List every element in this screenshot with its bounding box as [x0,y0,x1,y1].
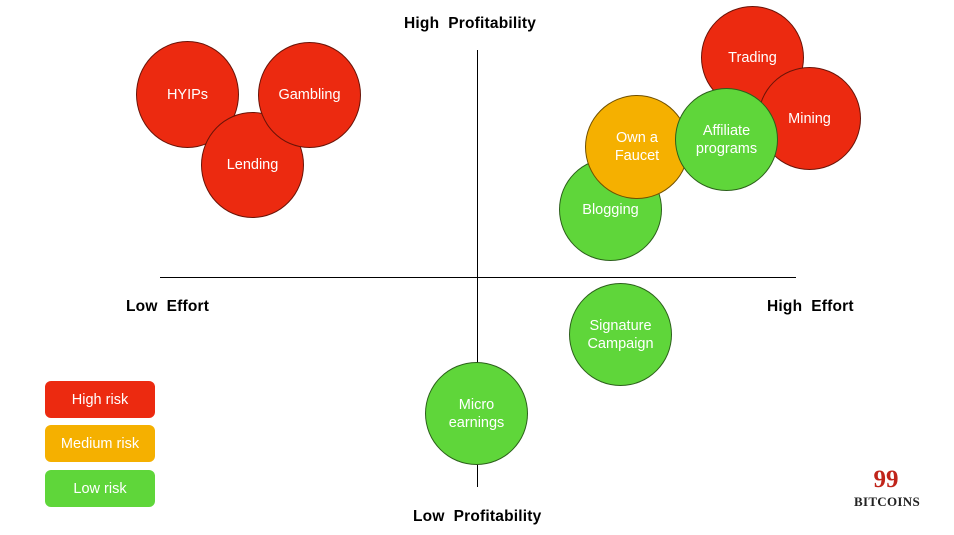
bubble-mining: Mining [758,67,861,170]
bubble-label: Gambling [278,87,341,103]
bubble-label: Lending [226,157,279,173]
bubble-micro-earnings: Micro earnings [425,362,528,465]
axis-label-high-effort: High Effort [767,298,854,315]
axis-label-low-profitability: Low Profitability [413,508,542,525]
legend-item-high-risk: High risk [45,381,155,418]
profitability-axis [477,50,478,487]
bubble-affiliate-programs: Affiliate programs [675,88,778,191]
bubble-label: Own a Faucet [614,130,660,164]
logo-number: 99 [873,466,899,493]
bubble-label: HYIPs [166,86,209,103]
bubble-label: Affiliate programs [695,122,758,157]
99bitcoins-logo: 99 BITCOINS [846,467,928,513]
bubble-label: Mining [788,110,831,127]
legend-item-medium-risk: Medium risk [45,425,155,462]
effort-axis [160,277,796,278]
bubble-signature-campaign: Signature Campaign [569,283,672,386]
legend-label: High risk [71,391,129,408]
axis-label-low-effort: Low Effort [126,298,210,315]
bubble-label: Micro earnings [448,396,505,431]
legend-item-low-risk: Low risk [45,470,155,507]
axis-label-high-profitability: High Profitability [404,15,537,32]
legend-label: Low risk [73,480,127,497]
bubble-label: Signature Campaign [587,317,654,352]
bubble-label: Trading [728,49,777,66]
bubble-gambling: Gambling [258,42,361,148]
logo-text: BITCOINS [854,494,920,509]
bubble-label: Blogging [582,201,639,218]
bubble-own-a-faucet: Own a Faucet [585,95,689,199]
legend-label: Medium risk [60,435,140,452]
